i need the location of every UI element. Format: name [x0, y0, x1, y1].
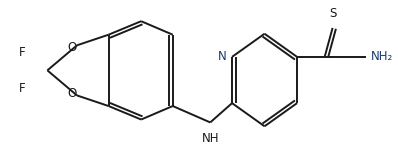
- Text: F: F: [18, 46, 25, 59]
- Text: O: O: [67, 41, 77, 54]
- Text: NH₂: NH₂: [371, 50, 393, 63]
- Text: NH: NH: [201, 132, 219, 145]
- Text: S: S: [329, 7, 336, 20]
- Text: N: N: [217, 50, 226, 63]
- Text: F: F: [18, 82, 25, 95]
- Text: O: O: [67, 87, 77, 100]
